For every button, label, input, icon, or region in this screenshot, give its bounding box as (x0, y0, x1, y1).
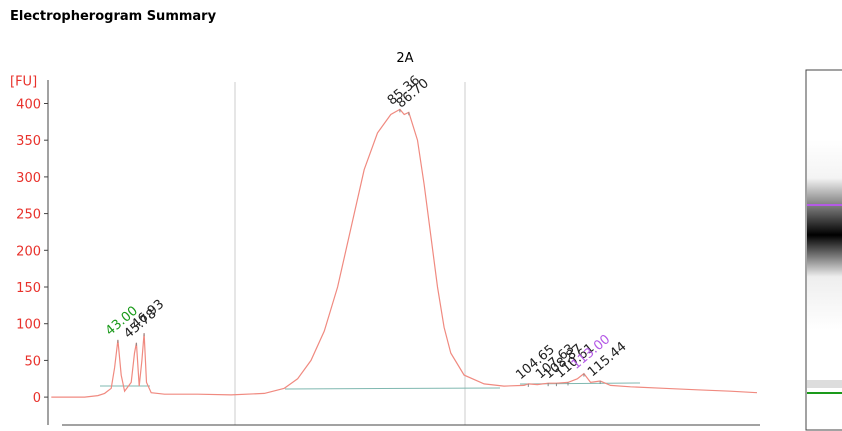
y-axis-label: [FU] (10, 74, 37, 89)
y-tick-label: 400 (16, 97, 41, 112)
y-tick-label: 350 (16, 134, 41, 149)
y-tick-label: 300 (16, 171, 41, 186)
y-tick-label: 100 (16, 318, 41, 333)
y-tick-label: 150 (16, 281, 41, 296)
y-tick-label: 0 (33, 391, 41, 406)
gel-band (807, 380, 842, 388)
subtitle: 2A (396, 51, 413, 66)
y-tick-label: 200 (16, 244, 41, 259)
y-tick-label: 250 (16, 208, 41, 223)
baseline-fit (520, 383, 640, 384)
y-tick-label: 50 (24, 354, 41, 369)
baseline-fit (285, 388, 500, 389)
gel-band (807, 140, 842, 330)
trace (51, 109, 757, 397)
chart-title: Electropherogram Summary (10, 9, 217, 24)
electropherogram: Electropherogram Summary 2A [FU] 0 50 100 15… (0, 0, 842, 431)
